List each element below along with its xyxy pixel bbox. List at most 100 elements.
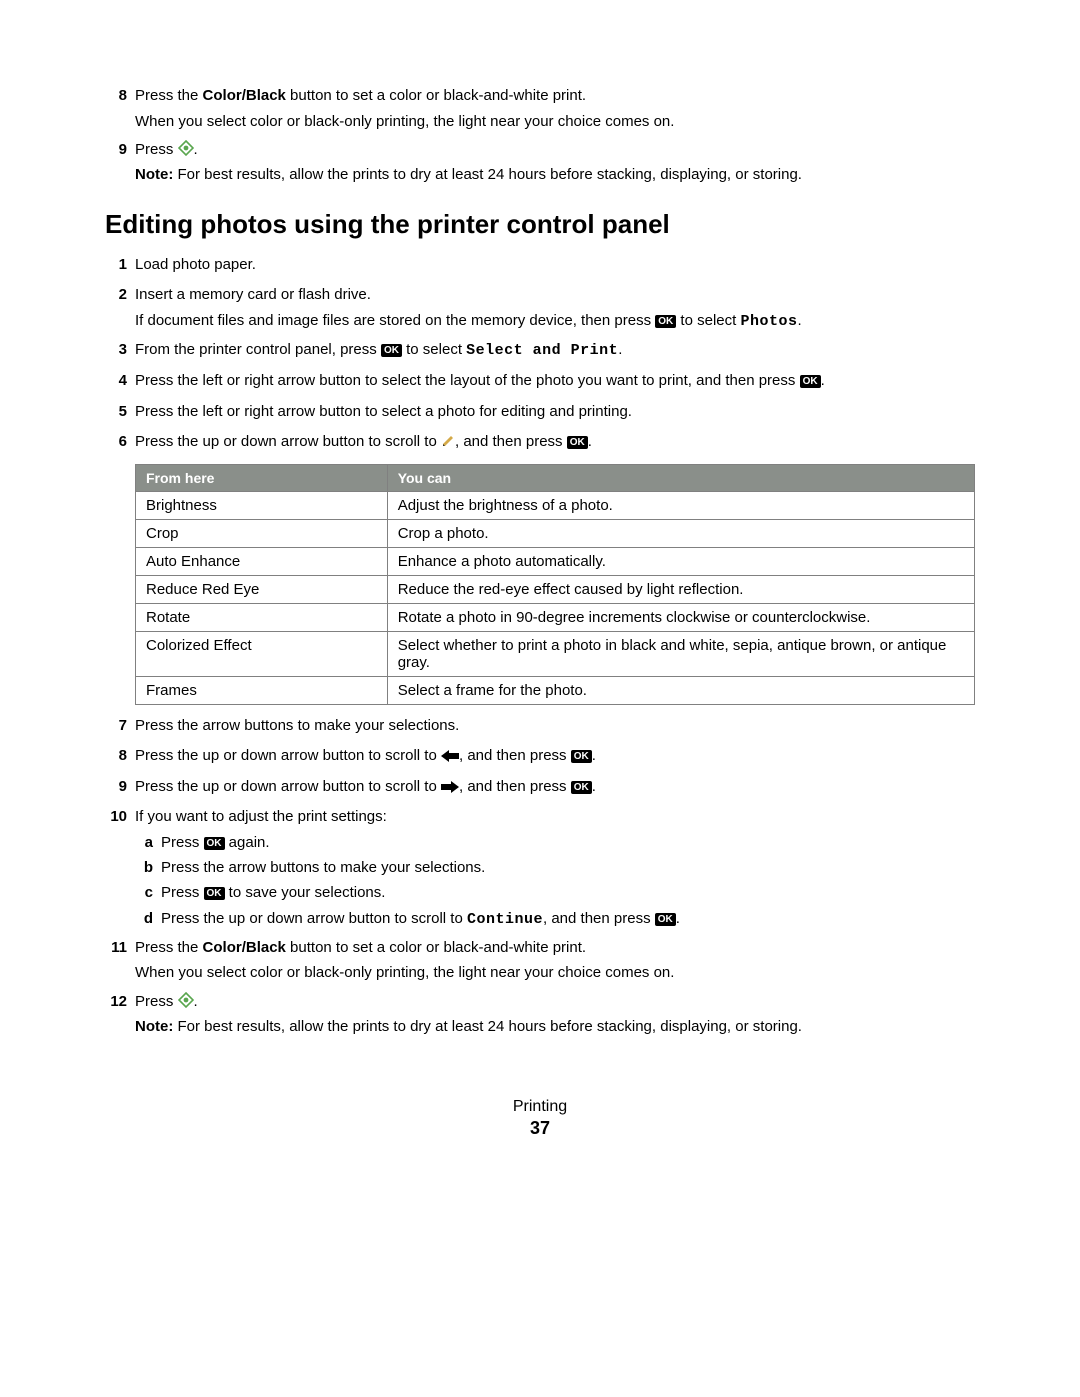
- text-part: to select: [676, 312, 740, 329]
- text-part: Press the up or down arrow button to scr…: [135, 778, 441, 795]
- text-part: .: [821, 372, 825, 389]
- table-row: Reduce Red EyeReduce the red-eye effect …: [136, 575, 975, 603]
- text-part: to save your selections.: [225, 884, 386, 901]
- edit-options-table: From here You can BrightnessAdjust the b…: [135, 464, 975, 705]
- text-part: Press the: [135, 939, 203, 956]
- text-part: Press: [135, 141, 178, 158]
- footer-section-label: Printing: [105, 1098, 975, 1116]
- text-part: .: [194, 141, 198, 158]
- substep-item: c Press OK to save your selections.: [135, 881, 975, 904]
- mono-text: Photos: [740, 313, 797, 330]
- mono-text: Continue: [467, 911, 543, 928]
- document-page: 8 Press the Color/Black button to set a …: [0, 0, 1080, 1199]
- table-row: BrightnessAdjust the brightness of a pho…: [136, 491, 975, 519]
- step-note: Note: For best results, allow the prints…: [135, 1015, 975, 1038]
- ok-icon: OK: [567, 436, 588, 449]
- step-number: 4: [105, 370, 135, 393]
- color-black-label: Color/Black: [203, 939, 286, 956]
- step-item: 7 Press the arrow buttons to make your s…: [105, 715, 975, 738]
- substep-text: Press OK to save your selections.: [161, 881, 975, 904]
- cell-desc: Adjust the brightness of a photo.: [387, 491, 974, 519]
- step-text: Press the Color/Black button to set a co…: [135, 937, 975, 960]
- cell-name: Frames: [136, 676, 388, 704]
- table-row: FramesSelect a frame for the photo.: [136, 676, 975, 704]
- cell-desc: Crop a photo.: [387, 519, 974, 547]
- step-number: 3: [105, 339, 135, 362]
- step-text: Press .: [135, 991, 975, 1014]
- ok-icon: OK: [381, 344, 402, 357]
- cell-name: Reduce Red Eye: [136, 575, 388, 603]
- start-icon: [178, 141, 194, 158]
- note-text: For best results, allow the prints to dr…: [173, 166, 802, 183]
- arrow-right-icon: [441, 778, 459, 795]
- ok-icon: OK: [204, 837, 225, 850]
- note-label: Note:: [135, 1018, 173, 1035]
- ok-icon: OK: [800, 375, 821, 388]
- substep-letter: c: [135, 881, 161, 904]
- text-part: .: [797, 312, 801, 329]
- substep-letter: a: [135, 831, 161, 854]
- table-row: Colorized EffectSelect whether to print …: [136, 631, 975, 676]
- step-text: Press the left or right arrow button to …: [135, 401, 975, 424]
- table-row: Auto EnhanceEnhance a photo automaticall…: [136, 547, 975, 575]
- cell-desc: Select a frame for the photo.: [387, 676, 974, 704]
- step-item: 8 Press the Color/Black button to set a …: [105, 85, 975, 108]
- step-number: 11: [105, 937, 135, 960]
- step-item: 8 Press the up or down arrow button to s…: [105, 745, 975, 768]
- text-part: Press: [161, 834, 204, 851]
- text-part: .: [588, 433, 592, 450]
- cell-desc: Enhance a photo automatically.: [387, 547, 974, 575]
- cell-name: Crop: [136, 519, 388, 547]
- text-part: .: [618, 341, 622, 358]
- footer-page-number: 37: [105, 1118, 975, 1139]
- ok-icon: OK: [204, 887, 225, 900]
- ok-icon: OK: [655, 315, 676, 328]
- text-part: Press the left or right arrow button to …: [135, 372, 800, 389]
- cell-name: Brightness: [136, 491, 388, 519]
- step-text: From the printer control panel, press OK…: [135, 339, 975, 363]
- step-text: Press the arrow buttons to make your sel…: [135, 715, 975, 738]
- step-item: 10 If you want to adjust the print setti…: [105, 806, 975, 829]
- start-icon: [178, 993, 194, 1010]
- cell-name: Auto Enhance: [136, 547, 388, 575]
- substep-item: b Press the arrow buttons to make your s…: [135, 856, 975, 879]
- text-part: , and then press: [455, 433, 567, 450]
- substep-item: a Press OK again.: [135, 831, 975, 854]
- text-part: From the printer control panel, press: [135, 341, 381, 358]
- cell-name: Rotate: [136, 603, 388, 631]
- substep-text: Press the up or down arrow button to scr…: [161, 907, 975, 931]
- substep-letter: b: [135, 856, 161, 879]
- cell-desc: Reduce the red-eye effect caused by ligh…: [387, 575, 974, 603]
- cell-name: Colorized Effect: [136, 631, 388, 676]
- mono-text: Select and Print: [466, 342, 618, 359]
- step-number: 7: [105, 715, 135, 738]
- text-part: again.: [225, 834, 270, 851]
- step-item: 4 Press the left or right arrow button t…: [105, 370, 975, 393]
- text-part: Press the: [135, 87, 203, 104]
- text-part: If document files and image files are st…: [135, 312, 655, 329]
- step-item: 2 Insert a memory card or flash drive.: [105, 284, 975, 307]
- step-text: Press the Color/Black button to set a co…: [135, 85, 975, 108]
- substep-item: d Press the up or down arrow button to s…: [135, 907, 975, 931]
- step-number: 12: [105, 991, 135, 1014]
- text-part: .: [592, 747, 596, 764]
- step-number: 2: [105, 284, 135, 307]
- step-number: 5: [105, 401, 135, 424]
- table-row: CropCrop a photo.: [136, 519, 975, 547]
- step-subtext: When you select color or black-only prin…: [135, 961, 975, 984]
- step-text: Load photo paper.: [135, 254, 975, 277]
- step-note: Note: For best results, allow the prints…: [135, 163, 975, 186]
- step-text: If you want to adjust the print settings…: [135, 806, 975, 829]
- text-part: , and then press: [459, 778, 571, 795]
- substep-letter: d: [135, 907, 161, 931]
- text-part: Press: [161, 884, 204, 901]
- ok-icon: OK: [571, 750, 592, 763]
- step-item: 5 Press the left or right arrow button t…: [105, 401, 975, 424]
- substep-text: Press the arrow buttons to make your sel…: [161, 856, 975, 879]
- step-number: 9: [105, 139, 135, 162]
- ok-icon: OK: [571, 781, 592, 794]
- step-text: Press .: [135, 139, 975, 162]
- table-header-youcan: You can: [387, 464, 974, 491]
- step-item: 1 Load photo paper.: [105, 254, 975, 277]
- step-item: 12 Press .: [105, 991, 975, 1014]
